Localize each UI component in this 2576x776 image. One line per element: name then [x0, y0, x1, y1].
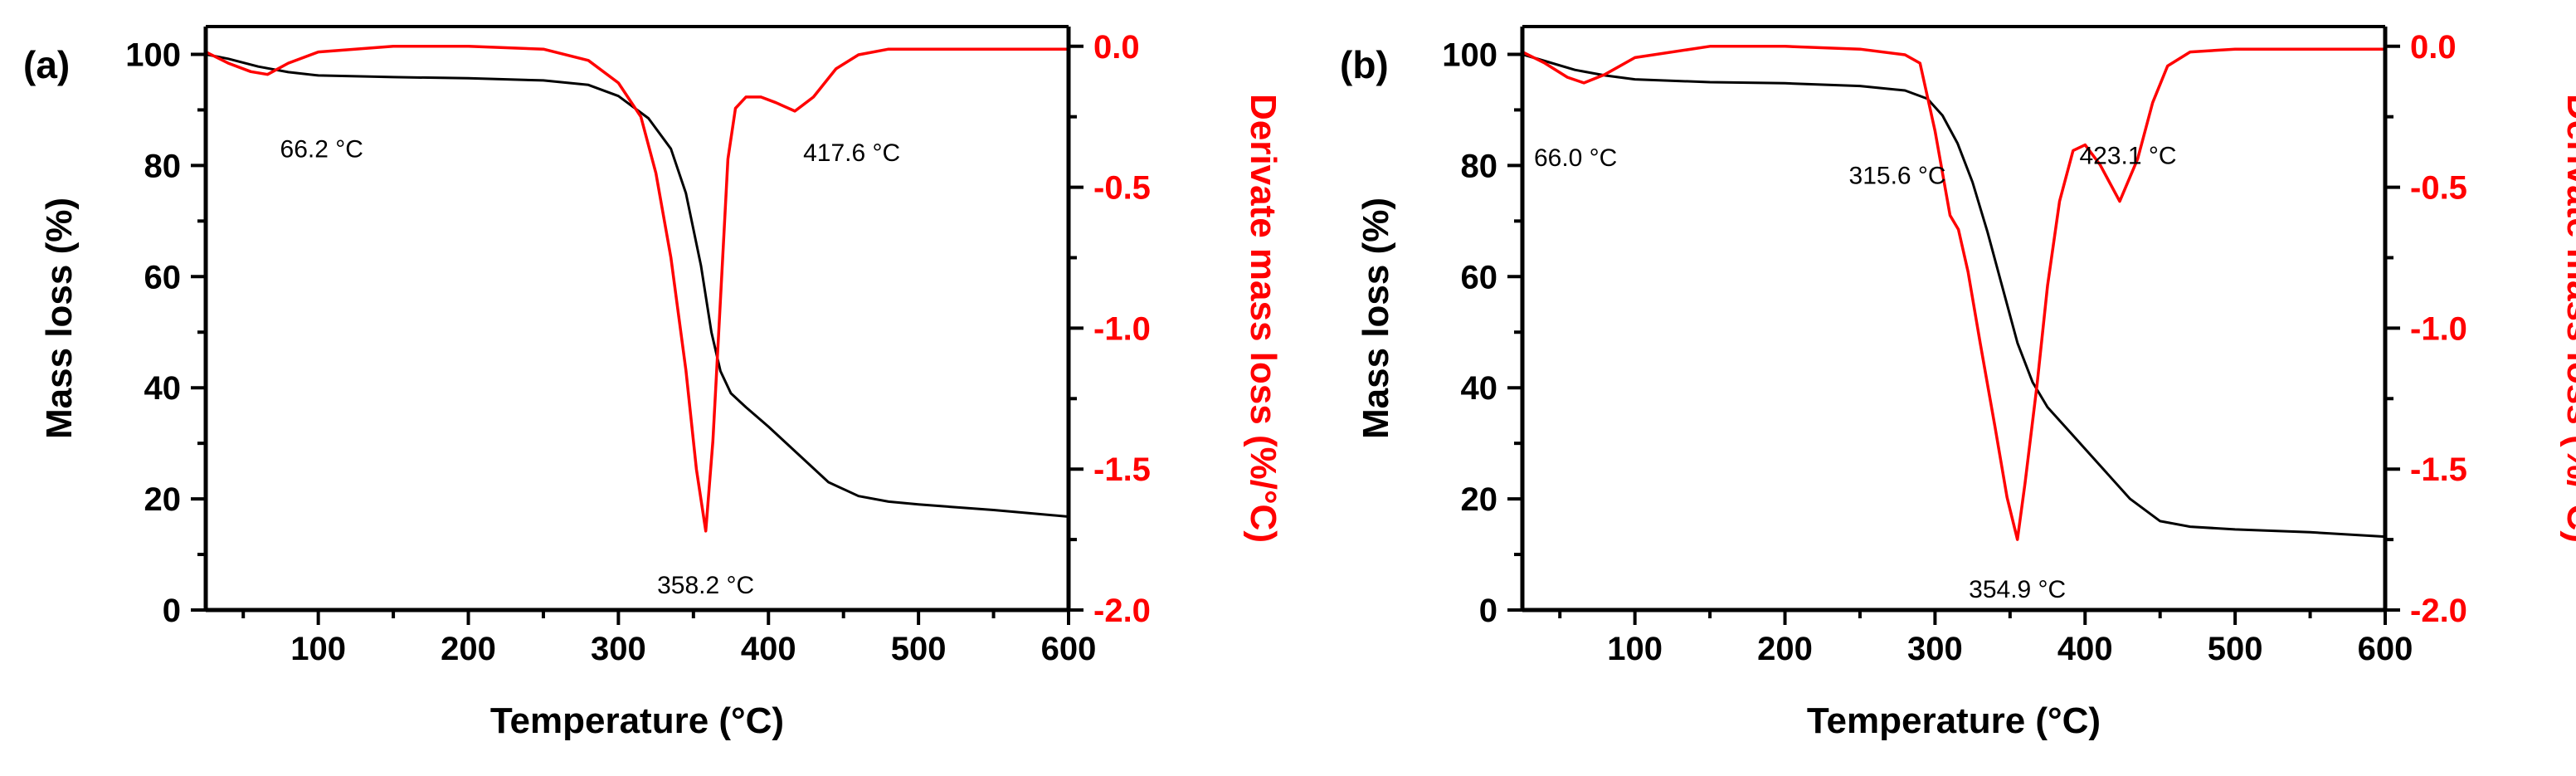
panel-label: (a) [23, 43, 70, 86]
peak-annotation: 358.2 °C [657, 572, 754, 599]
mass-loss-line [205, 53, 1069, 518]
y-left-axis-title: Mass loss (%) [1356, 198, 1396, 439]
peak-annotation: 66.2 °C [280, 136, 363, 163]
x-tick-label: 300 [1907, 631, 1963, 667]
x-tick-label: 600 [2358, 631, 2413, 667]
x-tick-label: 600 [1041, 631, 1097, 667]
peak-annotation: 354.9 °C [1969, 576, 2066, 603]
peak-annotation: 417.6 °C [803, 139, 900, 167]
y-left-tick-label: 100 [1442, 37, 1497, 73]
y-right-axis-title: Derivate mass loss (%/°C) [2559, 94, 2576, 543]
y-right-tick-label: 0.0 [2410, 29, 2457, 66]
x-tick-label: 200 [441, 631, 496, 667]
y-left-tick-label: 20 [1461, 481, 1498, 518]
y-right-tick-label: 0.0 [1093, 29, 1140, 66]
y-right-tick-label: -1.5 [2410, 451, 2467, 488]
x-axis-title: Temperature (°C) [490, 700, 784, 741]
y-left-tick-label: 40 [144, 370, 182, 407]
y-left-tick-label: 40 [1461, 370, 1498, 407]
x-tick-label: 200 [1757, 631, 1813, 667]
y-left-tick-label: 60 [1461, 259, 1498, 295]
panel-label: (b) [1340, 43, 1389, 86]
y-left-tick-label: 80 [1461, 148, 1498, 184]
x-tick-label: 400 [2057, 631, 2113, 667]
x-tick-label: 100 [1607, 631, 1663, 667]
x-tick-label: 500 [2208, 631, 2263, 667]
derivative-line [205, 45, 1069, 533]
y-right-tick-label: -1.0 [2410, 310, 2467, 347]
x-tick-label: 100 [290, 631, 346, 667]
y-left-tick-label: 60 [144, 259, 182, 295]
x-tick-label: 300 [591, 631, 646, 667]
peak-annotation: 315.6 °C [1849, 163, 1946, 190]
y-right-tick-label: -2.0 [2410, 593, 2467, 629]
derivative-line [1522, 45, 2385, 541]
y-left-axis-title: Mass loss (%) [39, 198, 80, 439]
x-tick-label: 500 [891, 631, 947, 667]
y-left-tick-label: 0 [163, 593, 181, 629]
mass-loss-line [1522, 53, 2386, 539]
y-left-tick-label: 100 [125, 37, 181, 73]
y-right-tick-label: -1.0 [1093, 310, 1151, 347]
y-left-tick-label: 80 [144, 148, 182, 184]
y-right-tick-label: -0.5 [2410, 170, 2467, 207]
y-right-tick-label: -1.5 [1093, 451, 1151, 488]
peak-annotation: 66.0 °C [1534, 144, 1617, 172]
y-right-tick-label: -0.5 [1093, 170, 1151, 207]
y-left-tick-label: 20 [144, 481, 182, 518]
x-axis-title: Temperature (°C) [1807, 700, 2101, 741]
y-right-tick-label: -2.0 [1093, 593, 1151, 629]
y-right-axis-title: Derivate mass loss (%/°C) [1243, 94, 1283, 543]
y-left-tick-label: 0 [1479, 593, 1497, 629]
peak-annotation: 423.1 °C [2080, 143, 2177, 170]
chart-panel-b: 100 200 300 400 500 600 0 20 40 60 80 100 0.0 -0.5 -1.… [1340, 25, 2576, 741]
x-tick-label: 400 [741, 631, 796, 667]
chart-panel-a: 100 200 300 400 500 600 0 20 40 60 80 100 0.0 -0.5 -1.… [23, 25, 1283, 741]
